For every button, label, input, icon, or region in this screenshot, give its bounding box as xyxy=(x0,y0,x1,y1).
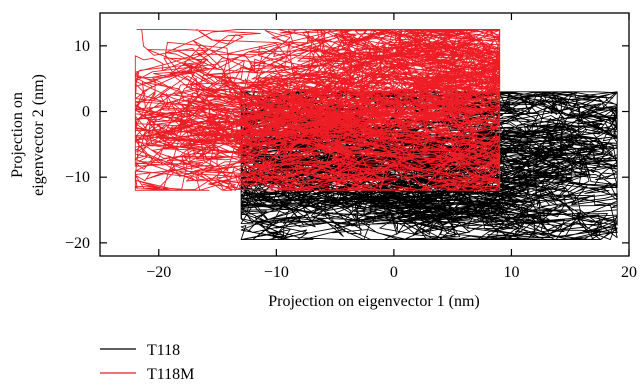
y-tick-label-0: −20 xyxy=(65,235,90,252)
series-line-t118m xyxy=(134,28,501,191)
legend-label-t118m: T118M xyxy=(147,366,194,383)
x-axis-label: Projection on eigenvector 1 (nm) xyxy=(268,293,480,310)
legend: T118 T118M xyxy=(100,342,194,383)
x-tick-label-3: 10 xyxy=(503,264,519,281)
x-tick-label-0: −20 xyxy=(146,264,171,281)
series-layer xyxy=(134,28,618,241)
y-axis-label-line1: Projection on xyxy=(9,92,26,178)
y-tick-label-1: −10 xyxy=(65,169,90,186)
y-axis-label-line2: eigenvector 2 (nm) xyxy=(30,74,47,196)
x-tick-label-1: −10 xyxy=(264,264,289,281)
y-tick-label-3: 10 xyxy=(74,38,90,55)
x-tick-label-2: 0 xyxy=(390,264,398,281)
tick-layer: −20 −10 0 10 20 −20 −10 0 10 xyxy=(65,13,637,281)
legend-label-t118: T118 xyxy=(147,342,180,359)
plot-frame xyxy=(99,12,630,257)
y-tick-label-2: 0 xyxy=(82,104,90,121)
x-tick-label-4: 20 xyxy=(621,264,637,281)
